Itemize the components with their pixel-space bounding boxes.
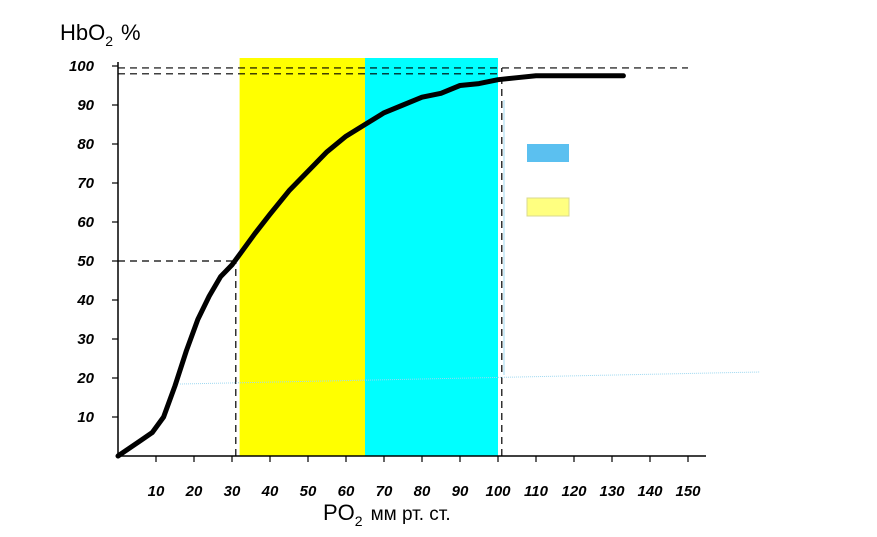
x-tick-label: 130 bbox=[599, 483, 625, 500]
y-tick-label: 100 bbox=[69, 58, 95, 75]
x-tick-label: 140 bbox=[637, 483, 663, 500]
legend-swatch-0 bbox=[527, 144, 569, 162]
x-tick-label: 40 bbox=[261, 483, 279, 500]
ticks-layer: 10 20 30 40 50 60 70 80 90 100 110 120 130 140 150 10 20… bbox=[69, 58, 701, 500]
light-horizontal-line bbox=[179, 371, 761, 385]
x-tick-label: 120 bbox=[561, 483, 587, 500]
thin-lines-layer bbox=[179, 100, 761, 385]
x-tick-label: 20 bbox=[185, 483, 203, 500]
x-tick-label: 90 bbox=[452, 483, 469, 500]
x-tick-label: 100 bbox=[485, 483, 511, 500]
y-tick-label: 90 bbox=[77, 97, 94, 114]
y-axis-title: HbO2% bbox=[60, 20, 141, 49]
y-tick-label: 40 bbox=[76, 292, 94, 309]
y-tick-label: 10 bbox=[77, 409, 94, 426]
band-0 bbox=[239, 58, 365, 456]
y-tick-label: 60 bbox=[77, 214, 94, 231]
x-tick-label: 10 bbox=[148, 483, 165, 500]
x-tick-label: 30 bbox=[224, 483, 241, 500]
legend-swatch-1 bbox=[526, 197, 570, 217]
y-tick-label: 20 bbox=[76, 370, 94, 387]
x-tick-label: 110 bbox=[524, 483, 549, 500]
y-tick-label: 70 bbox=[77, 175, 94, 192]
reference-lines-layer bbox=[118, 67, 688, 456]
y-tick-label: 30 bbox=[77, 331, 94, 348]
x-tick-label: 60 bbox=[338, 483, 355, 500]
x-tick-label: 150 bbox=[675, 483, 701, 500]
axes-layer bbox=[117, 62, 706, 457]
bands-layer bbox=[239, 58, 498, 456]
y-tick-label: 50 bbox=[77, 253, 94, 270]
series-layer bbox=[115, 73, 626, 459]
dissociation-curve-0 bbox=[115, 73, 626, 459]
legend-layer bbox=[526, 144, 570, 217]
y-tick-label: 80 bbox=[77, 136, 94, 153]
x-tick-label: 70 bbox=[376, 483, 393, 500]
x-axis-title: PO2 мм рт. ст. bbox=[323, 500, 451, 529]
x-tick-label: 50 bbox=[300, 483, 317, 500]
band-1 bbox=[365, 58, 498, 456]
x-tick-label: 80 bbox=[414, 483, 431, 500]
